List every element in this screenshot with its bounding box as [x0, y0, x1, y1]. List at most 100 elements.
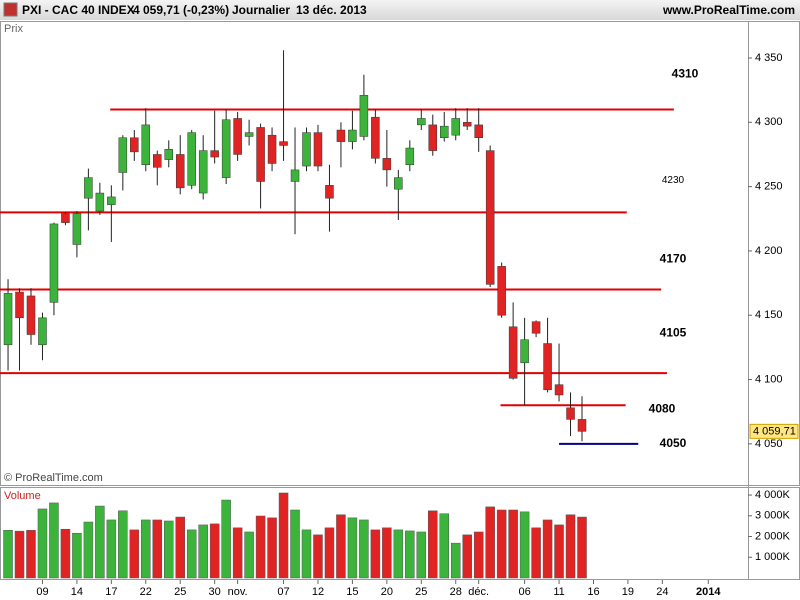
quote: 4 059,71 (-0,23%) [133, 3, 229, 17]
site: www.ProRealTime.com [662, 3, 795, 17]
candle-body [440, 125, 449, 139]
volume-bar [301, 529, 312, 579]
volume-bar [393, 529, 404, 579]
x-tick-label: 07 [277, 586, 289, 598]
candle-body [221, 119, 231, 178]
candle-body [164, 149, 173, 160]
y-tick-label: 4 000K [755, 489, 791, 501]
volume-bar [428, 510, 438, 579]
candle-body [175, 154, 185, 189]
candle-body [279, 141, 288, 146]
volume-bar [198, 524, 208, 579]
x-tick-label: 25 [415, 586, 427, 598]
level-label: 4080 [649, 401, 676, 415]
volume-bar [232, 527, 243, 579]
candle-body [267, 134, 277, 164]
logo [3, 2, 18, 17]
candle-body [428, 124, 438, 151]
source: © ProRealTime.com [4, 472, 103, 484]
candle-body [61, 213, 70, 223]
volume-bar [450, 542, 461, 579]
x-tick-label: 25 [174, 586, 186, 598]
volume-bar [290, 509, 300, 579]
price-panel-title: Prix [4, 23, 23, 35]
volume-bar [531, 527, 541, 579]
volume-bar [152, 519, 163, 579]
volume-bar [313, 534, 323, 579]
period: Journalier [232, 3, 290, 17]
volume-bar [278, 492, 289, 579]
candle-body [187, 132, 196, 186]
candle-body [141, 124, 151, 166]
volume-bar [565, 514, 576, 579]
header-bar [0, 0, 800, 20]
x-tick-label: 30 [209, 586, 221, 598]
volume-bar [209, 523, 220, 579]
volume-bar [554, 524, 564, 579]
volume-bar [542, 519, 553, 579]
last-price-box [749, 423, 799, 439]
volume-bar [439, 513, 450, 579]
y-tick-label: 4 100 [755, 373, 783, 385]
candle-body [405, 147, 415, 166]
volume-bar [577, 516, 587, 579]
volume-bar [141, 519, 151, 579]
x-tick-label: 11 [553, 586, 564, 598]
candle-body [451, 118, 460, 136]
candle-body [348, 129, 357, 142]
y-tick-label: 4 350 [755, 52, 783, 64]
volume-bar [519, 511, 530, 579]
volume-bar [508, 509, 518, 579]
x-tick-label: 12 [312, 586, 324, 598]
volume-panel-title: Volume [4, 490, 41, 502]
y-tick-label: 4 200 [755, 245, 783, 257]
candle-body [118, 137, 128, 173]
x-tick-label: 22 [140, 586, 152, 598]
candle-body [417, 118, 426, 126]
last-price-label: 4 059,71 [753, 425, 796, 437]
volume-bar [72, 532, 82, 579]
level-label: 4170 [660, 252, 687, 266]
candle-body [394, 177, 403, 190]
candle-body [256, 127, 265, 182]
candle-body [554, 384, 564, 396]
candle-body [485, 150, 495, 285]
candle-body [130, 137, 139, 153]
date: 13 déc. 2013 [296, 3, 367, 17]
candle-body [95, 192, 105, 212]
volume-bar [336, 514, 346, 579]
candle-body [49, 223, 59, 303]
x-tick-label: 24 [656, 586, 668, 598]
x-tick-label: 2014 [696, 586, 721, 598]
candle-body [26, 295, 36, 335]
candle-body [84, 177, 93, 199]
volume-bar [186, 529, 197, 579]
volume-bar [267, 517, 277, 579]
candle-body [474, 124, 483, 138]
candle-body [210, 150, 219, 158]
volume-bar [83, 521, 94, 579]
x-tick-label: déc. [468, 586, 489, 598]
candle-body [531, 321, 541, 334]
candle-body [325, 185, 334, 199]
candle-body [336, 129, 346, 142]
volume-bar [14, 530, 25, 579]
volume-bar [496, 509, 507, 579]
volume-bar [359, 519, 369, 579]
volume-bar [221, 499, 231, 579]
candle-body [508, 326, 518, 379]
volume-bar [3, 530, 13, 579]
candle-body [359, 95, 369, 137]
candle-body [520, 339, 529, 364]
candle-body [153, 154, 162, 168]
x-tick-label: 15 [346, 586, 358, 598]
y-tick-label: 4 250 [755, 181, 783, 193]
volume-bar [49, 502, 59, 579]
candle-body [15, 291, 24, 319]
candle-body [72, 213, 82, 245]
candle-body [543, 343, 552, 391]
volume-bar [370, 529, 381, 579]
volume-bar [129, 529, 140, 579]
